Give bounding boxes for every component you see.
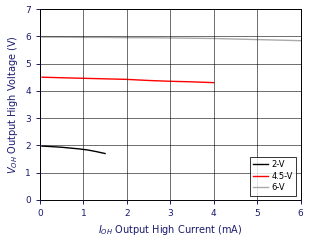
Legend: 2-V, 4.5-V, 6-V: 2-V, 4.5-V, 6-V [250, 157, 296, 196]
4.5-V [82, 77, 85, 80]
4.5-V [40, 76, 44, 79]
4.5-V [125, 78, 129, 81]
Line: 2-V: 2-V [42, 146, 105, 154]
6-V [147, 36, 150, 39]
4.5-V [212, 81, 216, 84]
6-V [103, 36, 107, 39]
Y-axis label: $V_{OH}$ Output High Voltage (V): $V_{OH}$ Output High Voltage (V) [6, 35, 19, 174]
2-V [95, 150, 98, 153]
2-V [77, 148, 81, 150]
2-V [47, 145, 50, 148]
6-V [299, 39, 303, 42]
6-V [234, 38, 237, 41]
2-V [40, 145, 44, 148]
2-V [69, 147, 72, 149]
2-V [51, 145, 55, 148]
4.5-V [190, 80, 194, 83]
6-V [255, 38, 259, 41]
2-V [103, 152, 107, 155]
6-V [277, 39, 281, 42]
4.5-V [60, 76, 63, 79]
6-V [168, 36, 172, 39]
4.5-V [103, 77, 107, 80]
2-V [60, 146, 63, 149]
6-V [190, 37, 194, 40]
Line: 6-V: 6-V [42, 37, 301, 41]
2-V [42, 145, 46, 148]
X-axis label: $I_{OH}$ Output High Current (mA): $I_{OH}$ Output High Current (mA) [98, 224, 242, 237]
6-V [82, 36, 85, 39]
4.5-V [147, 79, 150, 82]
6-V [212, 37, 216, 40]
6-V [125, 36, 129, 39]
6-V [60, 36, 63, 39]
2-V [86, 148, 90, 151]
6-V [40, 36, 44, 39]
Line: 4.5-V: 4.5-V [42, 77, 214, 83]
4.5-V [168, 80, 172, 83]
